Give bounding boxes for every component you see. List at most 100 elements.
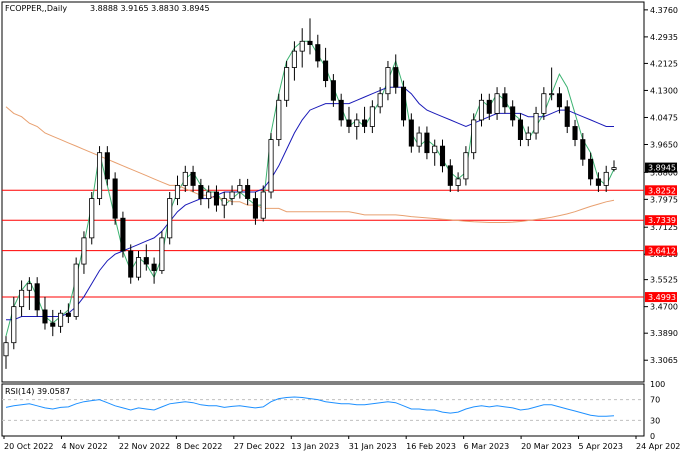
candle-body: [580, 139, 586, 160]
candle-27: [213, 185, 220, 212]
candle-body: [478, 99, 485, 121]
candle-body: [439, 145, 446, 167]
x-tick-label: 27 Dec 2022: [234, 442, 285, 451]
level-price-label: 3.6412: [648, 247, 676, 256]
candle-11: [89, 192, 95, 245]
candle-30: [237, 178, 243, 199]
candle-64: [502, 87, 508, 114]
ohlc-values: 3.8888 3.9165 3.8830 3.8945: [90, 4, 210, 13]
candle-body: [299, 40, 305, 52]
candle-26: [206, 185, 212, 209]
level-price-label: 3.8252: [648, 186, 676, 195]
candle-body: [42, 309, 48, 324]
y-tick-label: 3.4700: [650, 303, 678, 312]
candle-body: [330, 80, 336, 101]
candle-body: [89, 198, 95, 239]
candle-21: [167, 192, 173, 245]
y-tick-label: 3.3065: [650, 356, 678, 365]
candle-body: [213, 191, 220, 206]
candle-body: [549, 93, 555, 96]
candle-37: [291, 41, 297, 81]
candle-body: [595, 178, 601, 186]
candle-35: [276, 93, 282, 147]
level-price-box: [645, 215, 677, 226]
candle-17: [135, 250, 142, 281]
candle-0: [3, 336, 9, 369]
x-tick-label: 6 Mar 2023: [464, 442, 510, 451]
candle-61: [478, 93, 485, 127]
candle-body: [143, 257, 149, 265]
candle-31: [245, 178, 251, 206]
candle-body: [424, 132, 430, 154]
x-tick-label: 5 Apr 2023: [579, 442, 623, 451]
candle-24: [190, 165, 196, 192]
candle-28: [221, 192, 227, 219]
candle-body: [229, 191, 235, 199]
candle-67: [525, 126, 531, 147]
candle-body: [252, 198, 258, 219]
level-price-label: 3.7339: [648, 216, 676, 225]
candle-body: [291, 50, 297, 68]
candle-body: [151, 263, 157, 272]
y-tick-label: 3.7125: [650, 223, 678, 232]
candle-39: [307, 18, 313, 55]
candle-41: [323, 47, 329, 88]
candle-body: [362, 119, 368, 127]
x-tick-label: 20 Mar 2023: [521, 442, 572, 451]
candle-15: [120, 211, 126, 258]
candle-19: [151, 257, 157, 284]
candle-body: [190, 171, 196, 186]
candle-body: [603, 171, 609, 186]
y-tick-label: 4.2935: [650, 33, 678, 42]
level-price-label: 3.4993: [648, 293, 676, 302]
candle-13: [104, 146, 110, 186]
y-tick-label: 3.5525: [650, 276, 678, 285]
candle-body: [81, 237, 87, 265]
horizontal-levels: [2, 189, 644, 298]
candle-2: [19, 280, 25, 317]
candle-body: [245, 185, 251, 199]
candle-body: [73, 263, 79, 317]
y-tick-label: 4.1300: [650, 86, 678, 95]
candle-body: [135, 257, 142, 278]
x-tick-label: 4 Nov 2022: [61, 442, 107, 451]
candle-60: [471, 113, 477, 160]
current-price-box: [645, 162, 677, 173]
candle-1: [11, 296, 17, 350]
candle-76: [595, 172, 601, 192]
rsi-tick-label: 70: [650, 396, 660, 405]
candle-78: [611, 160, 617, 172]
candle-69: [541, 87, 547, 120]
candle-body: [517, 119, 524, 140]
candle-body: [385, 67, 391, 95]
candles: [3, 18, 617, 369]
candle-40: [315, 34, 321, 68]
candle-body: [112, 178, 118, 219]
candle-5: [42, 296, 48, 330]
candle-48: [377, 87, 383, 114]
candle-63: [494, 87, 500, 120]
rsi-line: [5, 396, 615, 417]
candle-body: [3, 342, 9, 357]
candle-body: [533, 112, 539, 134]
candle-9: [73, 257, 79, 320]
rsi-label: RSI(14) 39.0587: [5, 387, 70, 396]
y-tick-label: 4.2125: [650, 59, 678, 68]
y-tick-label: 4.0475: [650, 113, 678, 122]
candle-body: [393, 67, 399, 88]
axes: 4.3760 4.2935 4.2125 4.1300 4.0475 3.9650 3.88…: [3, 6, 680, 451]
y-tick-label: 3.8800: [650, 168, 678, 177]
candle-body: [58, 312, 64, 327]
candle-body: [541, 93, 547, 114]
level-price-box: [645, 245, 677, 256]
candle-20: [159, 231, 165, 274]
candle-body: [159, 237, 165, 272]
symbol-title: FCOPPER,,Daily: [5, 4, 67, 13]
candle-16: [128, 244, 134, 284]
candle-body: [174, 185, 181, 199]
candle-44: [346, 106, 352, 134]
candle-body: [447, 165, 453, 186]
candle-73: [572, 119, 578, 147]
x-tick-label: 16 Feb 2023: [406, 442, 456, 451]
candle-46: [362, 106, 368, 134]
